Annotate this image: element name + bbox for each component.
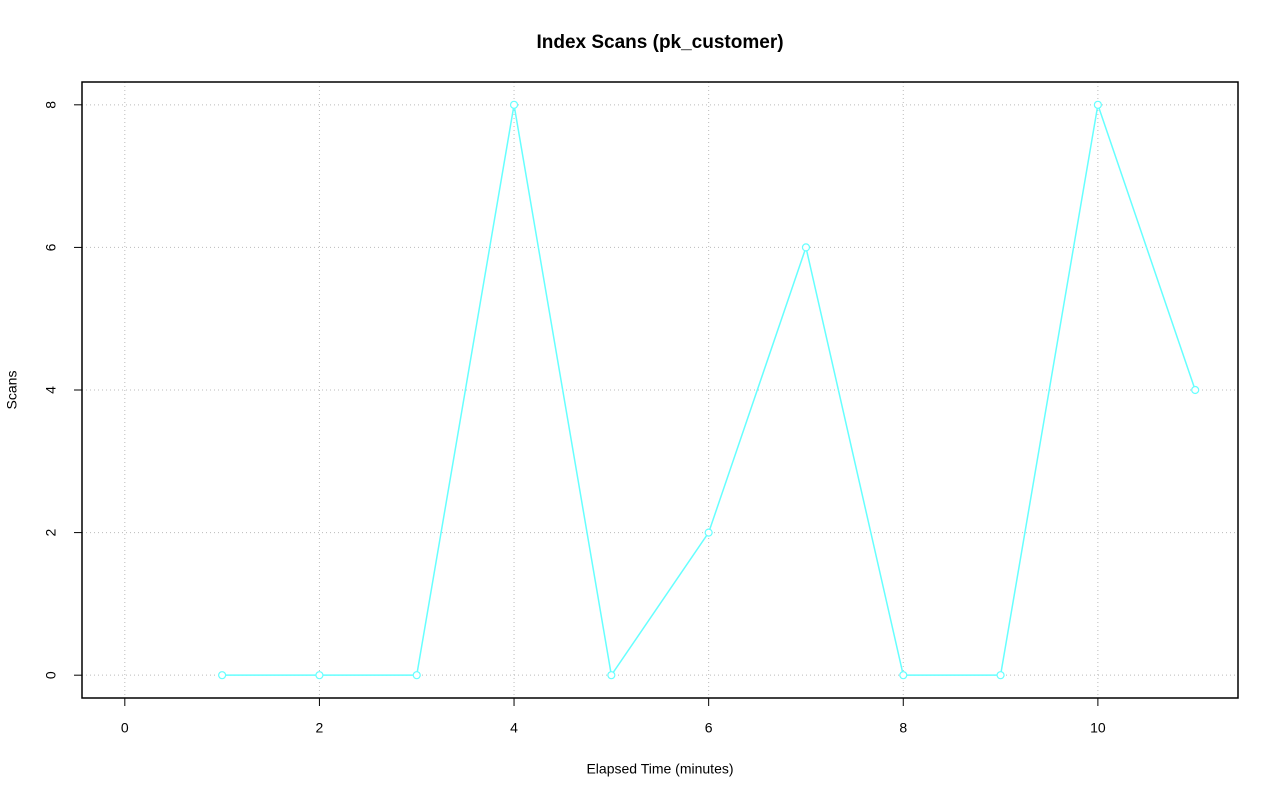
data-point — [1093, 100, 1102, 109]
y-tick-label: 4 — [43, 386, 59, 394]
data-point — [607, 671, 616, 680]
plot-frame — [81, 81, 1239, 699]
x-axis-label: Elapsed Time (minutes) — [586, 761, 733, 777]
data-point — [509, 100, 519, 109]
data-point — [315, 671, 324, 680]
data-point — [412, 671, 421, 680]
x-tick-label: 0 — [121, 720, 129, 736]
data-point — [1191, 385, 1200, 395]
y-tick-label: 8 — [43, 101, 59, 109]
x-tick-label: 6 — [705, 720, 713, 736]
x-tick-label: 10 — [1090, 720, 1106, 736]
y-tick-label: 6 — [43, 243, 59, 251]
data-point — [899, 671, 908, 680]
data-point — [218, 671, 227, 680]
data-point — [996, 671, 1005, 680]
y-tick-label: 2 — [43, 528, 59, 536]
data-point — [704, 528, 713, 537]
y-axis-label: Scans — [4, 371, 20, 410]
data-point — [801, 243, 811, 252]
y-tick-label: 0 — [43, 671, 59, 679]
x-tick-label: 2 — [316, 720, 324, 736]
chart-title: Index Scans (pk_customer) — [536, 32, 783, 53]
x-tick-label: 8 — [899, 720, 907, 736]
x-tick-label: 4 — [510, 720, 518, 736]
